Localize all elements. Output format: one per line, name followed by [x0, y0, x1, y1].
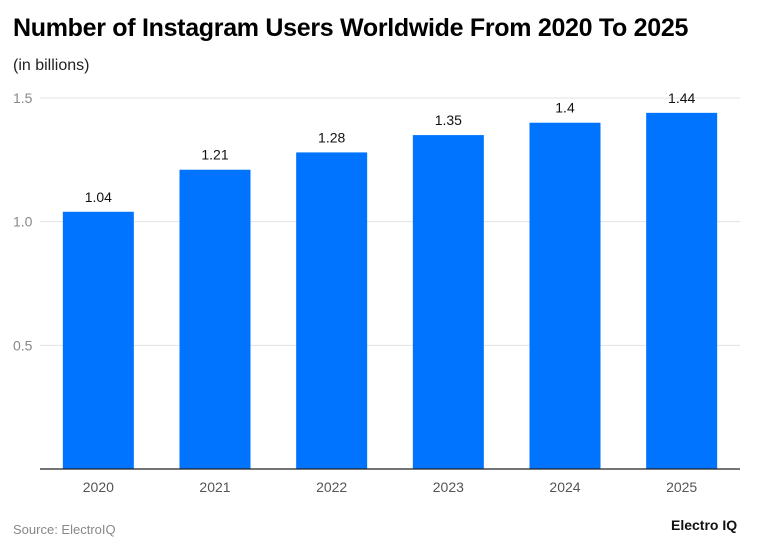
- bar: [179, 169, 251, 469]
- bar: [646, 112, 718, 469]
- x-tick-label: 2023: [433, 479, 464, 495]
- bar: [529, 122, 601, 469]
- bar: [412, 135, 484, 469]
- data-label: 1.35: [435, 112, 462, 128]
- x-tick-label: 2022: [316, 479, 347, 495]
- bar: [62, 211, 134, 470]
- y-tick-label: 1.0: [13, 214, 33, 230]
- chart-title: Number of Instagram Users Worldwide From…: [13, 14, 689, 42]
- data-label: 1.04: [85, 189, 112, 205]
- data-label: 1.28: [318, 129, 345, 145]
- source-note: Source: ElectroIQ: [13, 522, 116, 537]
- x-tick-label: 2024: [549, 479, 580, 495]
- data-label: 1.21: [201, 147, 228, 163]
- brand-logo: Electro IQ: [671, 517, 738, 533]
- data-label: 1.4: [555, 100, 575, 116]
- x-tick-label: 2021: [199, 479, 230, 495]
- data-label: 1.44: [668, 90, 695, 106]
- bar: [296, 152, 368, 469]
- x-tick-label: 2020: [83, 479, 114, 495]
- x-tick-label: 2025: [666, 479, 697, 495]
- chart-subtitle: (in billions): [13, 57, 90, 74]
- y-tick-label: 1.5: [13, 90, 33, 106]
- y-tick-label: 0.5: [13, 337, 33, 353]
